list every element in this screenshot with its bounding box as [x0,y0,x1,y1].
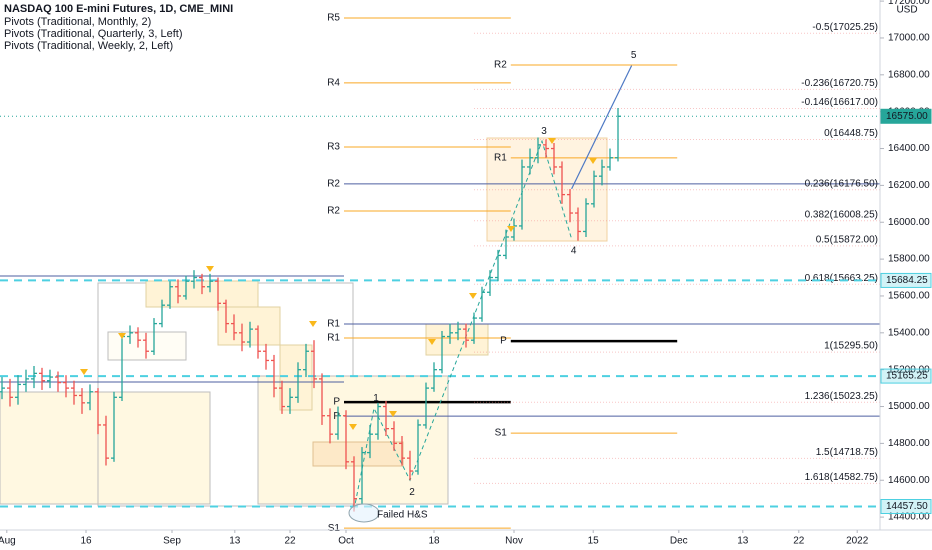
pivot-label: R1 [494,153,507,164]
y-tick-label: 17200.00 [888,0,930,7]
y-tick-label: 14600.00 [888,475,930,486]
y-tick-label: 16200.00 [888,180,930,191]
weekly-boxes [0,137,608,507]
fib-label: 1.618(14582.75) [805,472,878,483]
price-label: 14457.50 [886,501,928,512]
fib-label: 0.236(16176.50) [805,178,878,189]
fib-label: 0.618(15663.25) [805,273,878,284]
hs-circle [348,503,380,523]
fib-label: 0(16448.75) [824,128,878,139]
wave-label: 4 [571,245,577,256]
price-label-box [880,368,932,384]
fib-label: 1.5(14718.75) [816,447,878,458]
y-tick-label: 17000.00 [888,33,930,44]
fib-label: 1(15295.50) [824,341,878,352]
marks: R5 R4 R3 R2 R1 P S1 R2 R1 P S1 R2 R1 P -0.5(17025.25) -… [0,13,880,534]
price-label: 16575.00 [886,111,928,122]
x-tick-label: 15 [588,536,600,547]
price-label: 15684.25 [886,275,928,286]
x-tick-label: Dec [670,536,688,547]
annotation: Failed H&S [377,510,428,521]
indicator: Pivots (Traditional, Quarterly, 3, Left) [4,28,183,40]
y-tick-label: 15600.00 [888,291,930,302]
fib-label: 0.5(15872.00) [816,234,878,245]
x-tick-label: 2022 [846,536,869,547]
x-tick-label: 13 [229,536,241,547]
pivot-box [0,391,211,505]
pivot-label: R2 [327,179,340,190]
fib-label: 1.236(15023.25) [805,391,878,402]
price-label-box [880,272,932,288]
x-tick-label: Nov [505,536,523,547]
y-tick-label: 14400.00 [888,512,930,523]
wave-label: 2 [409,487,415,498]
currency: USD [896,5,917,16]
price-label-box [880,108,932,124]
price-label: 15165.25 [886,371,928,382]
y-tick-label: 16000.00 [888,217,930,228]
x-tick-label: Oct [338,536,354,547]
fib-label: -0.236(16720.75) [801,78,878,89]
pivot-label: P [500,336,507,347]
pivot-box [107,331,187,361]
y-tick-label: 15200.00 [888,364,930,375]
y-tick-label: 15400.00 [888,327,930,338]
x-tick-label: Sep [163,536,181,547]
x-tick-label: 18 [428,536,440,547]
pivot-label: S1 [328,523,341,534]
projection-line [571,65,633,190]
price-label-box [880,499,932,515]
x-tick-label: 22 [793,536,805,547]
wave-label: 3 [541,126,547,137]
y-tick-label: 15800.00 [888,254,930,265]
y-tick-label: 16400.00 [888,143,930,154]
pivot-label: P [333,397,340,408]
pivot-box [217,306,281,346]
fib-label: -0.5(17025.25) [812,22,878,33]
pivot-box [312,441,404,467]
price-axis [880,0,932,550]
fib-label: -0.146(16617.00) [801,97,878,108]
pivot-label: R3 [327,142,340,153]
y-tick-label: 15000.00 [888,401,930,412]
x-tick-label: 22 [284,536,296,547]
y-tick-label: 14800.00 [888,438,930,449]
pivot-box [486,137,608,242]
pivot-label: P [333,411,340,422]
pivot-label: R2 [494,60,507,71]
pivot-label: R1 [327,319,340,330]
indicator: Pivots (Traditional, Monthly, 2) [4,16,151,28]
wave-label: 5 [631,50,637,61]
pivot-label: S1 [495,428,508,439]
pivot-label: R1 [327,333,340,344]
pivot-label: R5 [327,13,340,24]
pivot-label: R2 [327,206,340,217]
x-tick-label: 16 [80,536,92,547]
wave-label: 1 [373,393,379,404]
chart-title: NASDAQ 100 E-mini Futures, 1D, CME_MINI [4,3,233,15]
pivot-box [279,344,313,411]
indicator: Pivots (Traditional, Weekly, 2, Left) [4,40,173,52]
x-tick-label: 13 [737,536,749,547]
x-tick-label: Aug [0,536,16,547]
pivot-label: R4 [327,78,340,89]
y-tick-label: 16800.00 [888,69,930,80]
fib-label: 0.382(16008.25) [805,209,878,220]
